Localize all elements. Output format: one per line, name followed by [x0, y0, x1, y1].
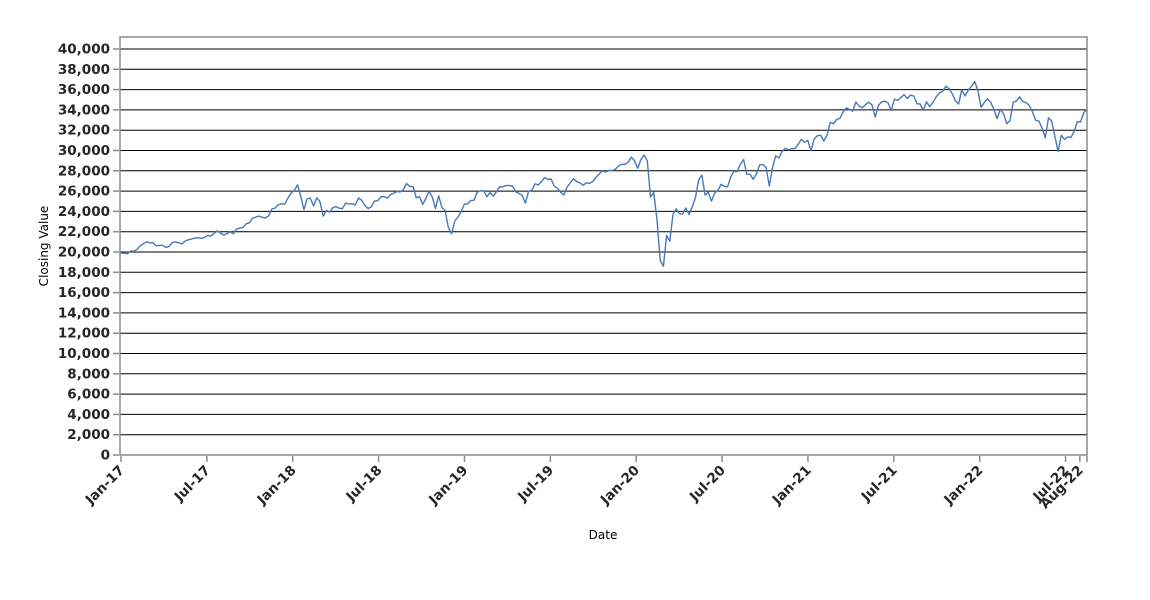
x-tick-label: Jul-17	[171, 463, 214, 506]
y-tick-label: 38,000	[58, 62, 110, 78]
y-tick-label: 26,000	[58, 184, 110, 200]
x-tick-label: Jan-19	[425, 463, 471, 509]
y-tick-label: 10,000	[58, 346, 110, 362]
x-tick-label: Jan-20	[597, 463, 643, 509]
y-tick-label: 0	[101, 448, 110, 464]
plot-border	[119, 36, 1088, 456]
x-tick-label: Jul-21	[858, 463, 901, 506]
y-tick-label: 30,000	[58, 143, 110, 159]
y-tick-label: 2,000	[67, 427, 110, 443]
y-axis-ticks: 0 2,000 4,000 6,000 8,000 10,000 12,000 14,000 1…	[58, 42, 119, 464]
y-tick-label: 8,000	[67, 366, 110, 382]
y-axis-title: Closing Value	[37, 206, 51, 287]
y-tick-label: 36,000	[58, 82, 110, 98]
y-tick-label: 4,000	[67, 407, 110, 423]
x-tick-label: Jan-18	[254, 463, 300, 509]
y-tick-label: 16,000	[58, 285, 110, 301]
y-tick-label: 24,000	[58, 204, 110, 220]
gridlines	[120, 48, 1087, 436]
y-tick-label: 28,000	[58, 163, 110, 179]
y-tick-label: 40,000	[58, 42, 110, 58]
x-tick-label: Jan-21	[769, 463, 815, 509]
x-axis-ticks: Jan-17 Jul-17 Jan-18 Jul-18 Jan-19 Jul-19 Jan-…	[82, 456, 1088, 512]
x-axis-title: Date	[589, 528, 618, 542]
x-tick-label: Jul-20	[686, 463, 729, 506]
x-tick-label: Jul-18	[343, 463, 386, 506]
y-tick-label: 12,000	[58, 326, 110, 342]
x-tick-label: Jan-17	[82, 463, 128, 509]
series-group	[120, 80, 1088, 267]
x-tick-label: Jul-19	[514, 463, 557, 506]
y-tick-label: 14,000	[58, 305, 110, 321]
y-tick-label: 32,000	[58, 123, 110, 139]
y-tick-label: 18,000	[58, 265, 110, 281]
x-tick-label: Jan-22	[940, 463, 986, 509]
y-tick-label: 34,000	[58, 102, 110, 118]
y-tick-label: 20,000	[58, 245, 110, 261]
y-tick-label: 22,000	[58, 224, 110, 240]
closing-value-series-line	[120, 80, 1088, 267]
y-tick-label: 6,000	[67, 387, 110, 403]
